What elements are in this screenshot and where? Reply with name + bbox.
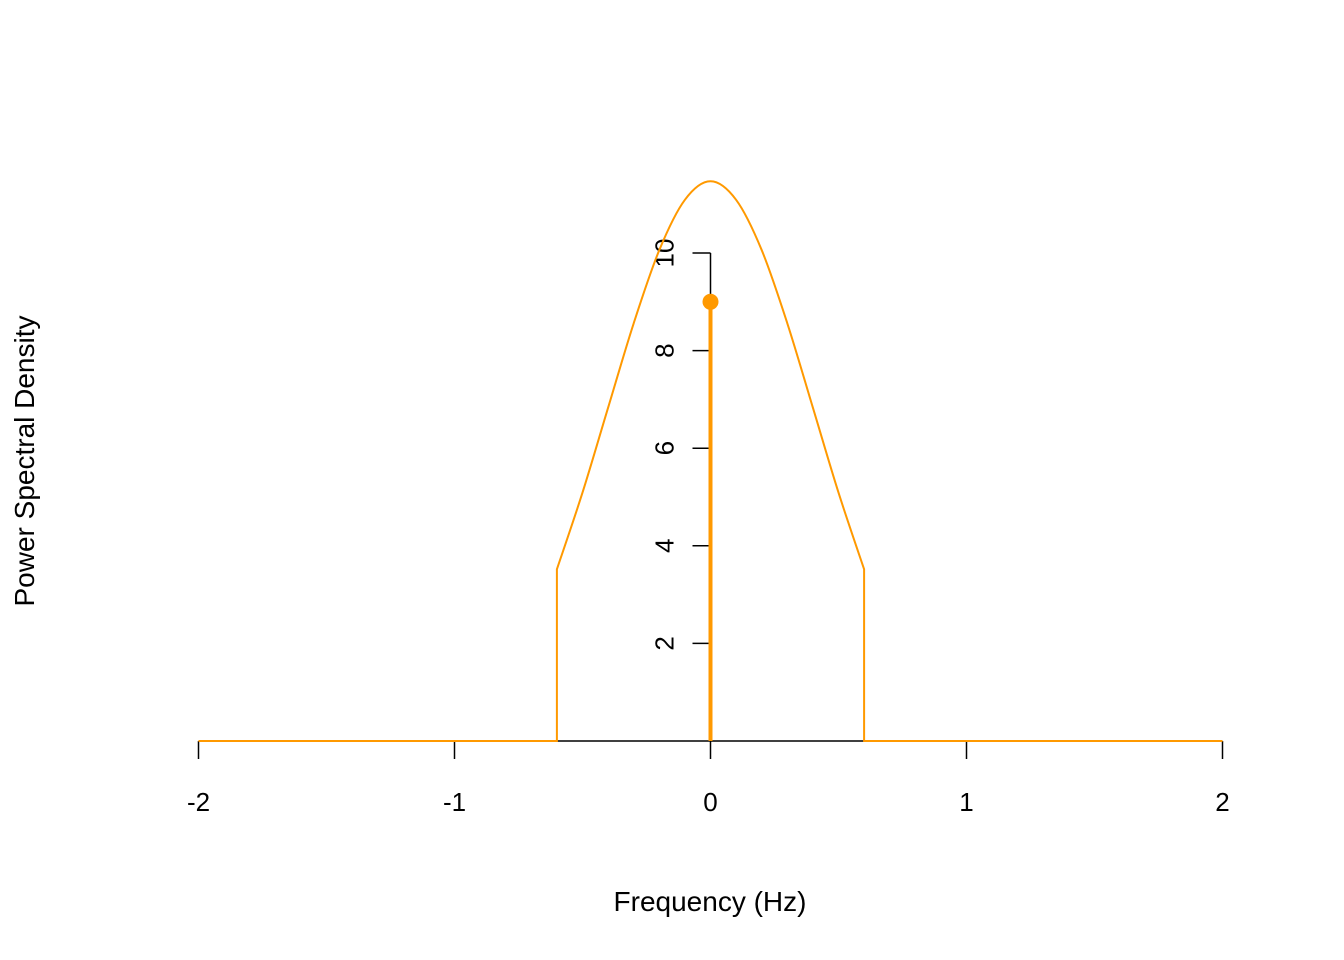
- x-tick-label: 1: [959, 787, 973, 817]
- x-tick-label: -1: [443, 787, 466, 817]
- x-tick-label: 2: [1215, 787, 1229, 817]
- y-tick-label: 8: [650, 343, 680, 357]
- spike-point: [702, 293, 719, 310]
- x-axis: -2 -1 0 1 2: [187, 740, 1230, 817]
- y-axis-title: Power Spectral Density: [9, 315, 40, 606]
- y-tick-label: 4: [650, 539, 680, 553]
- y-tick-label: 2: [650, 636, 680, 650]
- y-tick-label: 6: [650, 441, 680, 455]
- x-axis-title: Frequency (Hz): [614, 886, 807, 917]
- psd-curve: [198, 180, 1223, 742]
- plot-area: [198, 180, 1223, 742]
- x-tick-label: 0: [703, 787, 717, 817]
- x-tick-label: -2: [187, 787, 210, 817]
